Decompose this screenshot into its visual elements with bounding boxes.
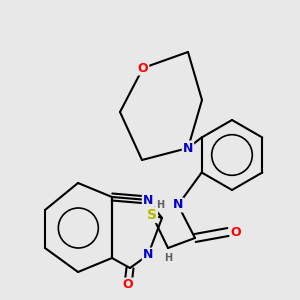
Text: O: O [138,61,148,74]
Text: O: O [231,226,241,238]
Text: H: H [164,253,172,263]
Text: H: H [156,200,164,210]
Text: N: N [183,142,193,154]
Text: O: O [123,278,133,292]
Text: S: S [147,208,157,222]
Text: N: N [143,248,153,262]
Text: N: N [173,199,183,212]
Text: N: N [143,194,153,206]
